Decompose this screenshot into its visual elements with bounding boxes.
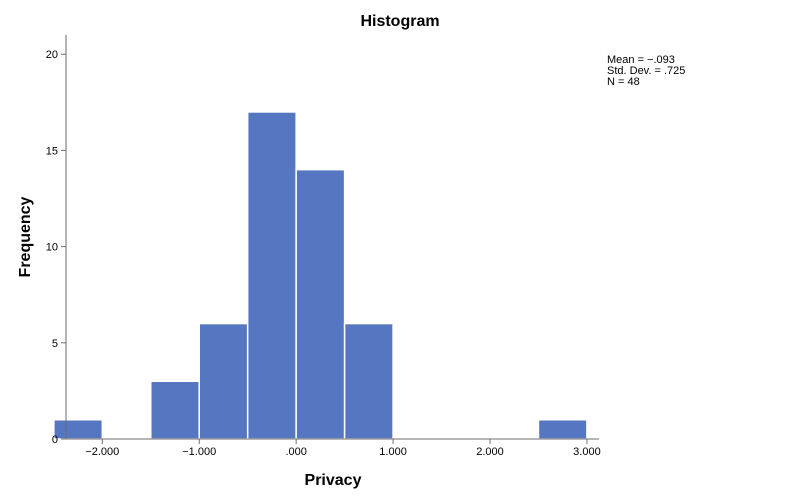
histogram-bar: [198, 322, 249, 440]
y-tick-label: 20: [46, 49, 58, 61]
chart-title: Histogram: [360, 13, 439, 30]
y-tick-label: 5: [52, 338, 58, 350]
stats-mean: Mean = −.093: [607, 54, 675, 66]
histogram-bar: [343, 322, 394, 440]
x-axis-label: Privacy: [305, 472, 362, 489]
x-tick-label: −1.000: [182, 446, 216, 458]
x-tick-label: −2.000: [85, 446, 119, 458]
stats-n: N = 48: [607, 76, 640, 88]
histogram-bar: [150, 380, 200, 440]
histogram-bar: [295, 168, 346, 440]
histogram-bar: [537, 419, 588, 440]
x-tick-label: .000: [285, 446, 306, 458]
y-tick-label: 15: [46, 145, 58, 157]
x-tick-label: 1.000: [379, 446, 407, 458]
y-axis-label: Frequency: [17, 196, 34, 277]
x-tick-label: 2.000: [476, 446, 504, 458]
y-tick-label: 0: [52, 434, 58, 446]
bars-group: [53, 111, 588, 440]
stats-std-dev: Std. Dev. = .725: [607, 65, 685, 77]
histogram-bar: [53, 419, 104, 440]
y-tick-label: 10: [46, 242, 58, 254]
y-ticks-group: 0 5 10 15 20: [46, 49, 66, 446]
x-ticks-group: −2.000 −1.000 .000 1.000 2.000 3.000: [85, 439, 601, 458]
x-tick-label: 3.000: [573, 446, 601, 458]
stats-box: Mean = −.093 Std. Dev. = .725 N = 48: [607, 54, 685, 88]
histogram-bar: [246, 111, 297, 440]
